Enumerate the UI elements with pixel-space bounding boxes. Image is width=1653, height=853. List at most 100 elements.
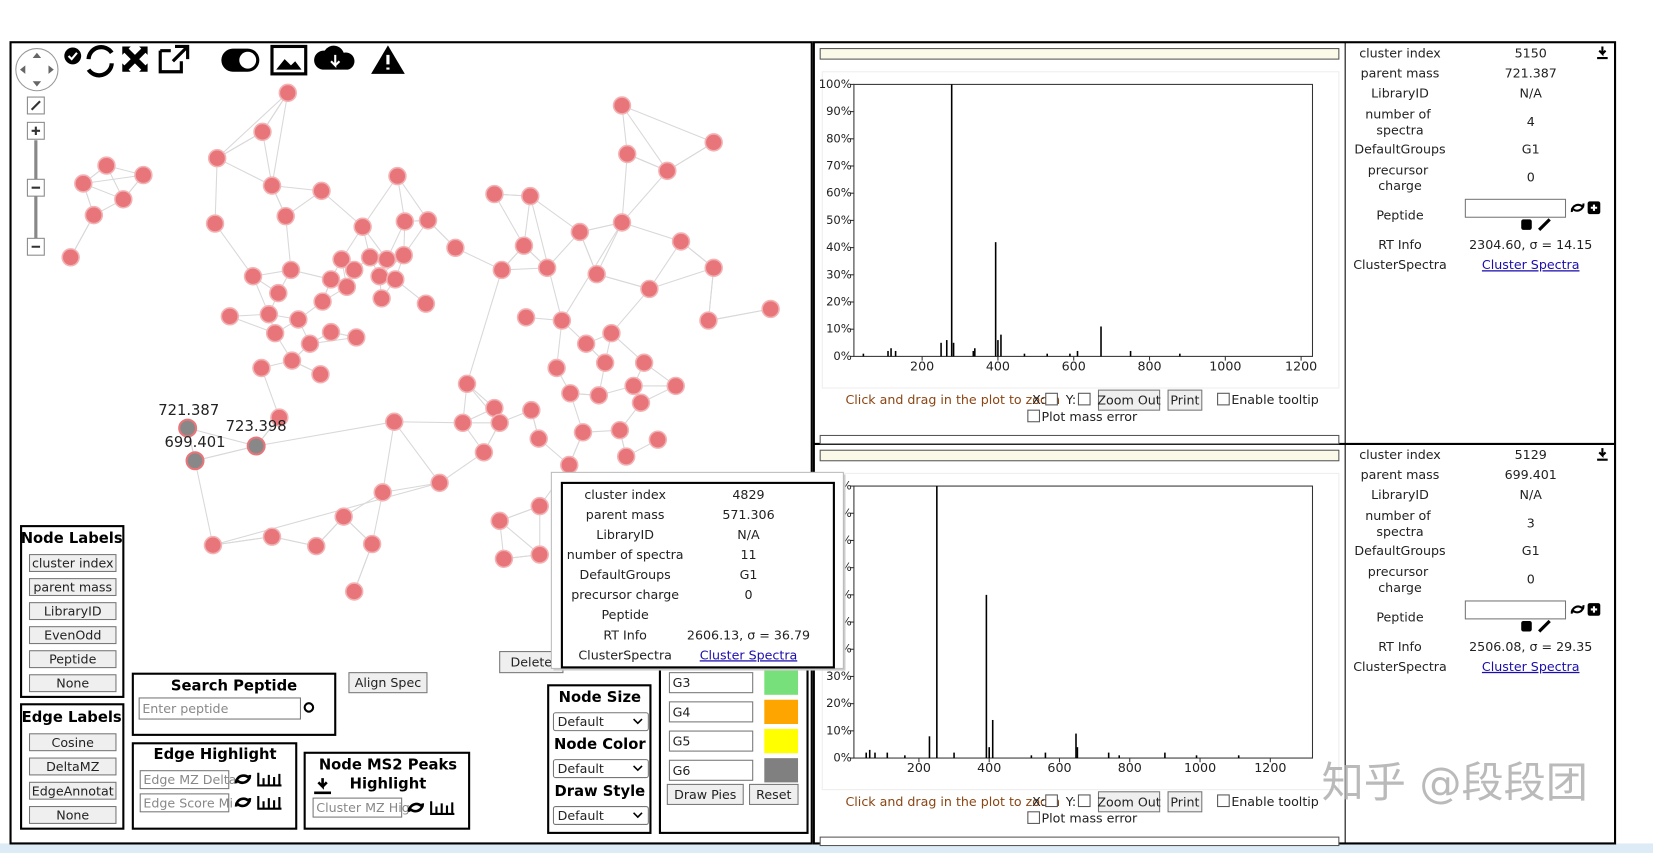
node[interactable] [134,165,153,185]
node[interactable] [270,408,289,427]
print-button[interactable]: Print [1167,389,1203,411]
draw-pies-button[interactable]: Draw Pies [666,783,744,805]
select[interactable]: Default [552,806,649,825]
checkbox[interactable] [1077,392,1091,406]
pan-control[interactable] [15,48,59,92]
node[interactable] [311,365,330,384]
node[interactable] [220,307,240,326]
node[interactable] [253,122,272,142]
refresh-icon[interactable] [407,802,425,813]
node[interactable] [490,511,509,531]
group-color[interactable] [764,758,799,783]
checkbox[interactable] [1027,409,1040,423]
node[interactable] [704,133,723,152]
chart-icon[interactable] [257,796,282,810]
image-icon[interactable] [270,44,308,76]
node[interactable] [485,184,504,204]
labeled-node[interactable] [178,418,198,438]
node[interactable] [300,334,320,353]
node[interactable] [624,376,643,396]
group-color[interactable] [764,670,799,695]
node[interactable] [265,323,285,343]
label-button[interactable]: Peptide [28,650,117,669]
node[interactable] [313,292,332,311]
node[interactable] [252,358,271,378]
peptide-icons[interactable] [1570,605,1585,614]
label-button[interactable]: None [28,806,117,824]
node[interactable] [74,174,93,193]
node[interactable] [114,190,133,209]
node[interactable] [207,148,227,168]
labeled-node[interactable] [246,436,266,456]
node[interactable] [570,222,590,242]
check-icon[interactable] [64,47,82,65]
label-button[interactable]: Cosine [28,733,117,752]
node[interactable] [344,260,364,280]
cluster-link[interactable]: Cluster Spectra [700,647,798,662]
node[interactable] [602,323,621,343]
node[interactable] [205,214,225,233]
node[interactable] [530,545,549,564]
label-button[interactable]: cluster index [28,554,117,572]
external-icon[interactable] [158,44,190,74]
node[interactable] [430,473,449,493]
label-button[interactable]: EdgeAnnotat [28,781,117,800]
share-icon[interactable] [1521,621,1532,632]
node[interactable] [560,455,579,475]
cluster-link[interactable]: Cluster Spectra [1482,659,1580,674]
node[interactable] [362,534,382,554]
node[interactable] [321,270,341,289]
checkbox[interactable] [1045,392,1058,406]
node[interactable] [61,248,80,267]
node[interactable] [561,384,580,403]
node[interactable] [573,423,593,442]
share-icon[interactable] [1521,219,1532,230]
chart-icon[interactable] [430,801,455,815]
checkbox[interactable] [1217,392,1230,406]
text-input[interactable]: G6 [668,759,754,781]
fullscreen-icon[interactable] [122,46,148,72]
node[interactable] [587,264,606,284]
node[interactable] [552,311,572,330]
node[interactable] [666,376,685,396]
node[interactable] [372,289,391,308]
node[interactable] [547,358,566,378]
node[interactable] [494,549,514,569]
node[interactable] [84,205,104,225]
label-button[interactable]: None [28,674,117,693]
node[interactable] [648,430,668,449]
zoom-out-button[interactable]: Zoom Out [1097,791,1161,813]
node[interactable] [281,260,301,280]
peptide-input[interactable] [1464,600,1567,620]
group-color[interactable] [764,728,799,754]
node[interactable] [492,260,512,280]
node[interactable] [262,527,282,546]
node[interactable] [658,161,677,181]
delete-button[interactable]: Delete [499,651,564,674]
text-input[interactable]: G3 [668,672,754,694]
select[interactable]: Default [552,759,649,779]
search-icon[interactable] [303,702,315,713]
node[interactable] [618,144,637,164]
zoom-out-button[interactable]: Zoom Out [1097,389,1161,411]
group-color[interactable] [764,699,799,724]
peptide-input[interactable] [1464,198,1567,218]
node[interactable] [203,535,223,555]
node[interactable] [490,413,509,433]
node[interactable] [640,279,659,299]
node[interactable] [312,181,331,201]
node[interactable] [453,413,473,433]
node[interactable] [388,166,407,186]
node[interactable] [446,238,465,258]
node[interactable] [385,412,404,431]
node[interactable] [704,258,723,278]
node[interactable] [332,250,351,269]
text-input[interactable]: Edge Score Mi [139,793,233,813]
refresh-icon[interactable] [234,774,252,784]
label-button[interactable]: DeltaMZ [28,757,117,776]
node[interactable] [377,250,397,269]
node[interactable] [360,248,380,267]
text-input[interactable]: Edge MZ Delta [139,770,237,790]
print-button[interactable]: Print [1167,791,1203,813]
node[interactable] [616,447,636,466]
